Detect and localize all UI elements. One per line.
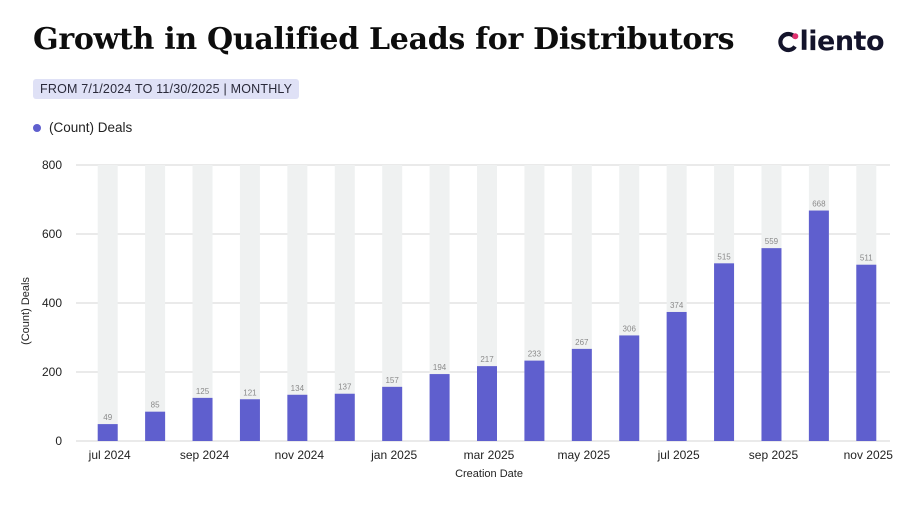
bar-track: [334, 165, 355, 441]
bar-value-label: 157: [385, 376, 399, 385]
bars: [97, 165, 877, 441]
y-tick-label: 0: [55, 434, 62, 448]
bar-value-label: 515: [717, 252, 731, 261]
bar-track: [145, 165, 166, 441]
bar-track: [287, 165, 308, 441]
x-tick-label: jul 2024: [88, 448, 131, 462]
bar-value-label: 125: [196, 387, 210, 396]
bar-may-2025[interactable]: [571, 348, 592, 441]
bar-sep-2025[interactable]: [761, 248, 782, 441]
bar-value-label: 194: [433, 363, 447, 372]
x-tick-label: sep 2025: [749, 448, 799, 462]
y-tick-label: 200: [42, 365, 62, 379]
bar-jan-2025[interactable]: [382, 386, 403, 441]
bar-value-label: 49: [103, 413, 112, 422]
legend-series-swatch: [33, 123, 41, 132]
bar-aug-2025[interactable]: [714, 263, 735, 441]
y-tick-label: 800: [42, 158, 62, 172]
bar-nov-2024[interactable]: [287, 394, 308, 441]
bar-jul-2025[interactable]: [666, 311, 687, 441]
bar-dec-2024[interactable]: [334, 393, 355, 441]
bar-value-label: 121: [243, 388, 257, 397]
bar-apr-2025[interactable]: [524, 360, 545, 441]
logo-text: liento: [799, 26, 885, 57]
x-tick-label: jul 2025: [657, 448, 700, 462]
bar-aug-2024[interactable]: [145, 411, 166, 441]
x-tick-label: sep 2024: [180, 448, 230, 462]
bar-oct-2025[interactable]: [808, 210, 829, 441]
bar-value-label: 374: [670, 301, 684, 310]
bar-track: [239, 165, 260, 441]
bar-value-label: 85: [151, 401, 160, 410]
bar-track: [429, 165, 450, 441]
bar-jul-2024[interactable]: [97, 424, 118, 441]
bar-value-label: 668: [812, 200, 826, 209]
x-axis-title: Creation Date: [455, 468, 523, 480]
bar-value-label: 137: [338, 383, 352, 392]
y-axis-title: (Count) Deals: [20, 277, 32, 345]
axes: 0 200 400 600 800 jul 2024 sep 2024 nov 2024 jan…: [20, 158, 893, 480]
bar-value-label: 306: [623, 324, 637, 333]
x-tick-label: nov 2025: [844, 448, 894, 462]
data-labels: 49 85 125 121 134 137 157 194 217 233 267 306 374 515…: [103, 200, 873, 423]
bar-oct-2024[interactable]: [239, 399, 260, 441]
x-tick-label: may 2025: [557, 448, 610, 462]
bar-value-label: 134: [291, 384, 305, 393]
cliento-logo: liento: [777, 26, 885, 57]
bar-value-label: 511: [860, 254, 873, 263]
bar-jun-2025[interactable]: [619, 335, 640, 441]
chart-legend[interactable]: (Count) Deals: [33, 120, 132, 135]
cliento-logo-mark-icon: [777, 31, 799, 53]
bar-nov-2025[interactable]: [856, 264, 877, 441]
bar-track: [97, 165, 118, 441]
bar-value-label: 217: [480, 355, 494, 364]
y-tick-label: 600: [42, 227, 62, 241]
date-range-badge: FROM 7/1/2024 TO 11/30/2025 | MONTHLY: [33, 79, 300, 99]
bar-value-label: 559: [765, 237, 779, 246]
bar-mar-2025[interactable]: [477, 366, 497, 441]
y-tick-label: 400: [42, 296, 62, 310]
bar-value-label: 267: [575, 338, 589, 347]
bar-feb-2025[interactable]: [429, 374, 450, 441]
x-tick-label: nov 2024: [275, 448, 325, 462]
chart-title: Growth in Qualified Leads for Distributo…: [33, 22, 735, 57]
x-tick-label: mar 2025: [464, 448, 515, 462]
bar-sep-2024[interactable]: [192, 397, 213, 441]
bar-value-label: 233: [528, 350, 542, 359]
bar-track: [382, 165, 403, 441]
legend-series-label: (Count) Deals: [49, 120, 133, 135]
x-tick-label: jan 2025: [370, 448, 417, 462]
bar-track: [192, 165, 213, 441]
